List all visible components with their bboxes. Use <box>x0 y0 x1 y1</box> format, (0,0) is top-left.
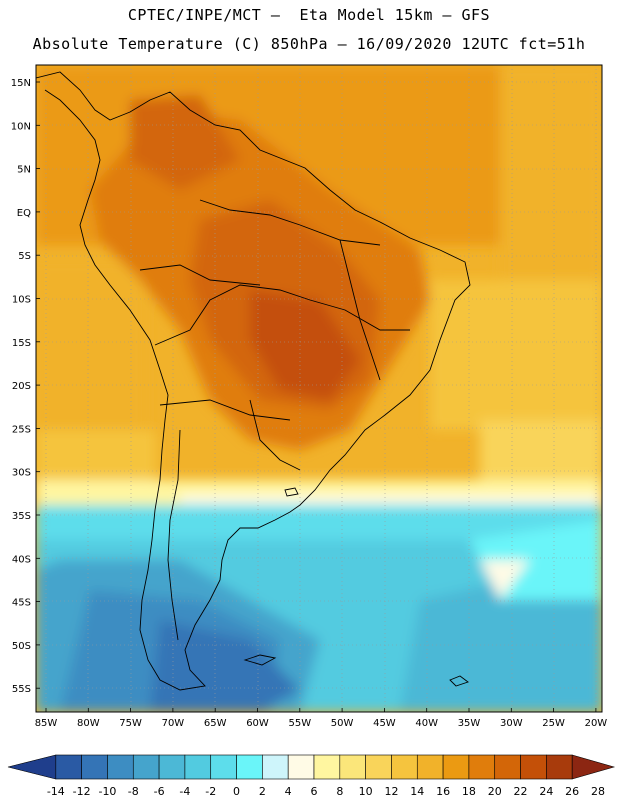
colorbar-swatch <box>210 754 237 780</box>
longitude-labels: 85W 80W 75W 70W 65W 60W 55W 50W 45W 40W 35W 30W 25W 2… <box>35 708 608 729</box>
lat-label: EQ <box>17 208 31 219</box>
lat-label: 15N <box>11 78 31 89</box>
lat-label: 50S <box>12 641 31 652</box>
lat-label: 25S <box>12 424 31 435</box>
colorbar-swatch <box>442 754 470 780</box>
colorbar-swatch <box>262 754 289 780</box>
lat-label: 5N <box>17 165 31 176</box>
colorbar-label: 2 <box>259 785 266 798</box>
colorbar <box>7 754 616 780</box>
latitude-labels: 15N 10N 5N EQ 5S 10S 15S 20S 25S 30S 35S 40S 45S 50S 5… <box>11 78 40 695</box>
colorbar-swatch <box>287 754 315 780</box>
colorbar-label: 8 <box>336 785 343 798</box>
colorbar-label: 14 <box>410 785 424 798</box>
colorbar-label: 16 <box>436 785 450 798</box>
colorbar-label: 20 <box>488 785 502 798</box>
lon-label: 55W <box>288 718 311 729</box>
colorbar-label: 12 <box>384 785 398 798</box>
colorbar-label: 22 <box>514 785 528 798</box>
map-title-line-2: Absolute Temperature (C) 850hPa – 16/09/… <box>32 35 586 53</box>
lon-label: 80W <box>77 718 100 729</box>
colorbar-swatch <box>107 754 134 780</box>
colorbar-label: 24 <box>539 785 553 798</box>
colorbar-label: -12 <box>73 785 91 798</box>
colorbar-swatch <box>313 754 341 780</box>
lon-label: 20W <box>585 718 608 729</box>
colorbar-label: 0 <box>233 785 240 798</box>
colorbar-swatch <box>339 754 366 780</box>
lat-label: 20S <box>12 381 31 392</box>
lon-label: 85W <box>35 718 58 729</box>
lat-label: 10N <box>11 121 31 132</box>
colorbar-swatch <box>236 754 263 780</box>
lon-label: 60W <box>246 718 269 729</box>
colorbar-swatch <box>416 754 444 780</box>
lon-label: 40W <box>415 718 438 729</box>
lat-label: 15S <box>12 338 31 349</box>
colorbar-swatch <box>546 754 573 780</box>
colorbar-label: -10 <box>98 785 116 798</box>
colorbar-label: 6 <box>311 785 318 798</box>
lon-label: 50W <box>331 718 354 729</box>
colorbar-label: -6 <box>154 785 165 798</box>
colorbar-label: 18 <box>462 785 476 798</box>
colorbar-swatch <box>391 754 418 780</box>
colorbar-swatch <box>7 754 57 780</box>
map-frame <box>35 64 603 713</box>
lat-label: 5S <box>18 251 31 262</box>
colorbar-swatch <box>81 754 108 780</box>
temperature-field <box>36 65 602 712</box>
lon-label: 30W <box>500 718 523 729</box>
colorbar-label: -2 <box>205 785 216 798</box>
colorbar-swatch <box>571 754 616 780</box>
colorbar-label: -4 <box>179 785 190 798</box>
lon-label: 25W <box>542 718 565 729</box>
colorbar-swatch <box>132 754 160 780</box>
colorbar-label: 10 <box>359 785 373 798</box>
colorbar-swatch <box>158 754 186 780</box>
colorbar-label: 4 <box>285 785 292 798</box>
colorbar-swatch <box>365 754 392 780</box>
lat-label: 45S <box>12 598 31 609</box>
colorbar-label: -14 <box>47 785 65 798</box>
lat-label: 10S <box>12 295 31 306</box>
colorbar-label: 26 <box>565 785 579 798</box>
lat-label: 30S <box>12 468 31 479</box>
colorbar-swatch <box>520 754 547 780</box>
lat-label: 40S <box>12 554 31 565</box>
lon-label: 65W <box>204 718 227 729</box>
lat-label: 55S <box>12 684 31 695</box>
colorbar-swatch <box>184 754 212 780</box>
lat-label: 35S <box>12 511 31 522</box>
lon-label: 45W <box>373 718 396 729</box>
lon-label: 70W <box>162 718 185 729</box>
colorbar-label: 28 <box>591 785 605 798</box>
lon-label: 75W <box>119 718 142 729</box>
coastlines <box>36 71 471 691</box>
colorbar-swatch <box>55 754 82 780</box>
colorbar-labels: -14 -12 -10 -8 -6 -4 -2 0 2 4 6 8 10 12 14 16 18 20 22 24 26… <box>47 785 605 798</box>
lon-label: 35W <box>458 718 481 729</box>
colorbar-swatch <box>494 754 521 780</box>
colorbar-swatch <box>468 754 496 780</box>
map-title-line-1: CPTEC/INPE/MCT – Eta Model 15km – GFS <box>127 6 491 24</box>
colorbar-label: -8 <box>128 785 139 798</box>
